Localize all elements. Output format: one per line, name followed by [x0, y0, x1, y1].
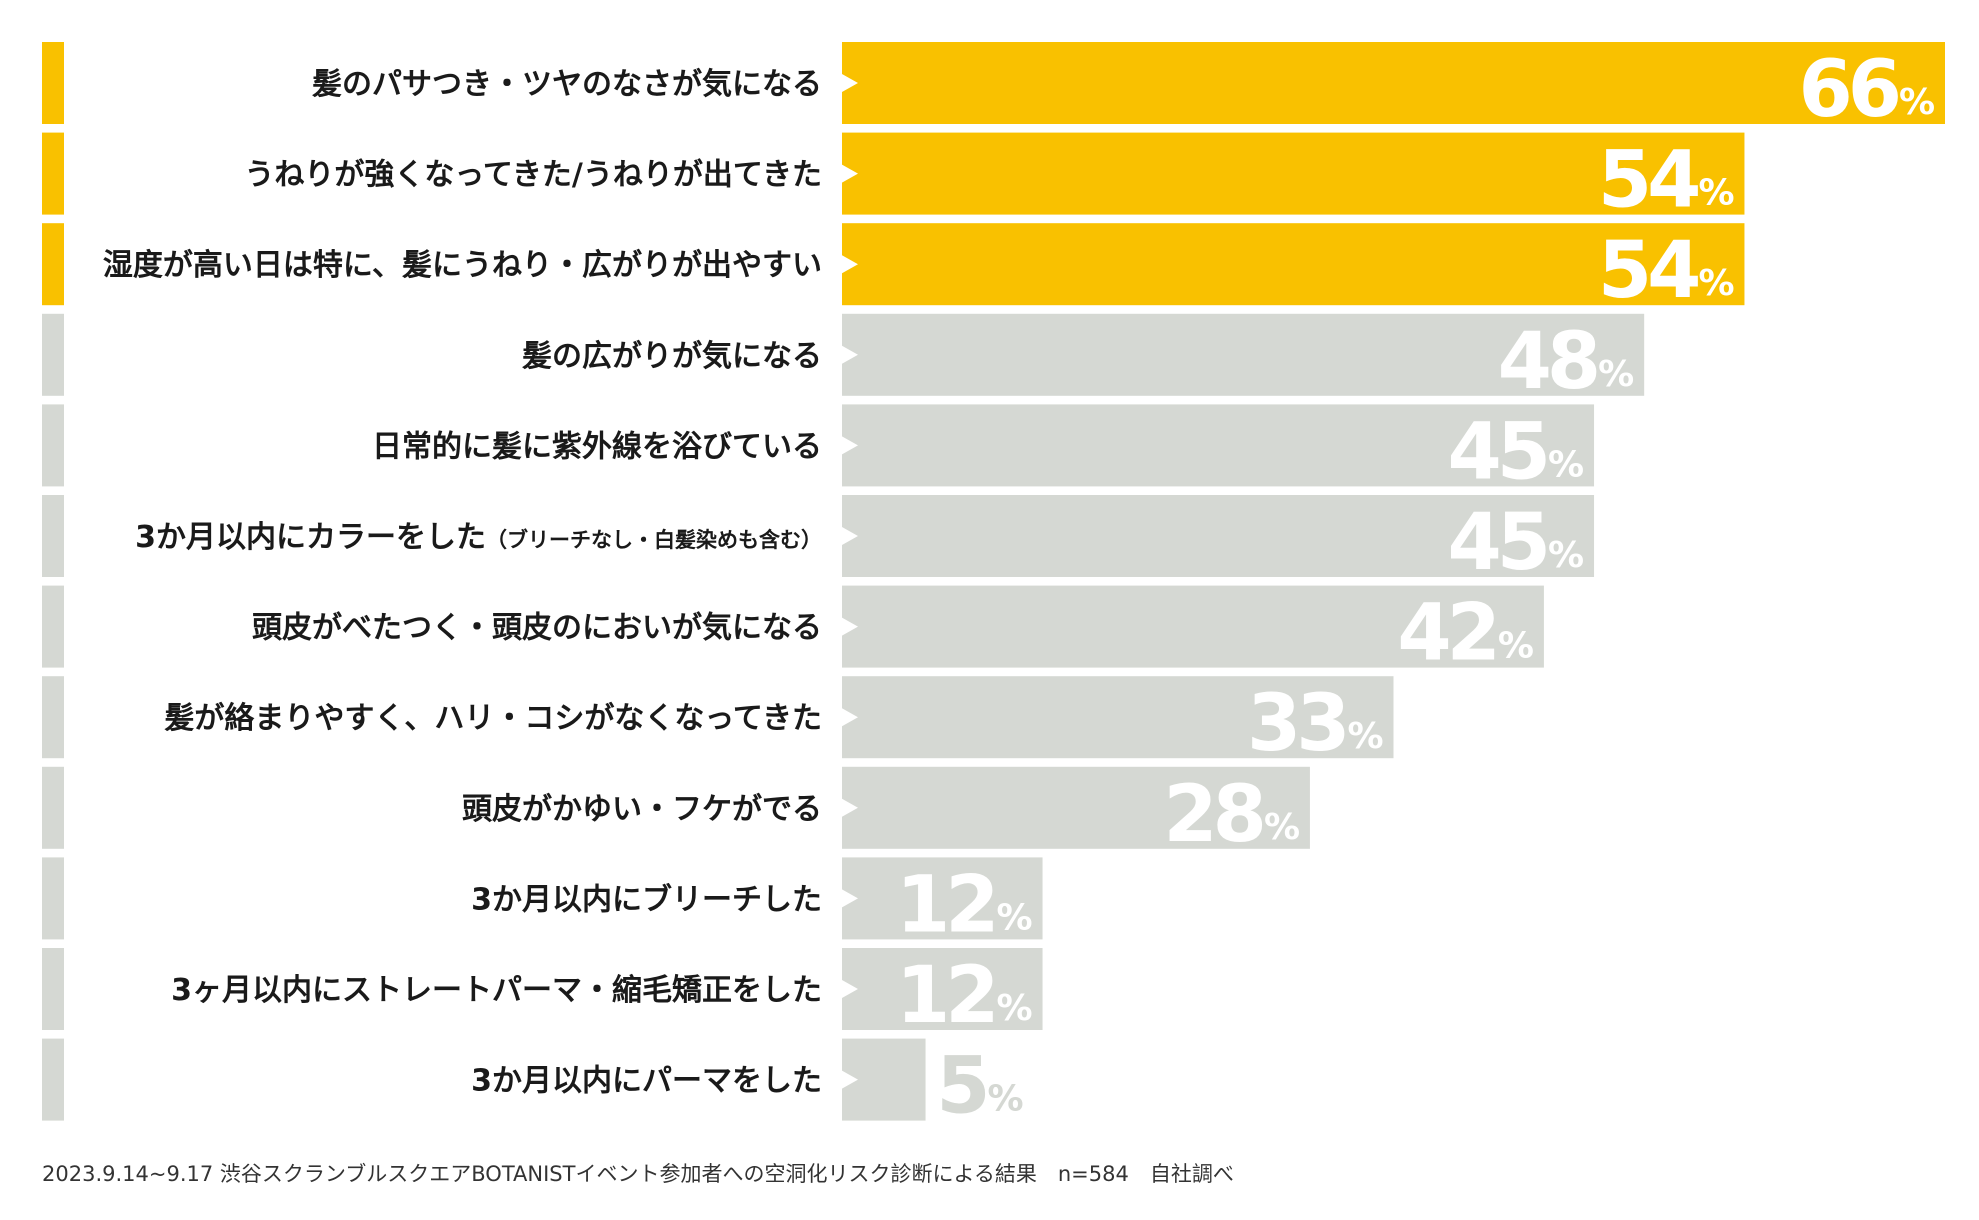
chart-row: 3ヶ月以内にストレートパーマ・縮毛矯正をした 12% [42, 948, 1043, 1041]
bar-pointer-notch [842, 1070, 858, 1089]
value-label: 12 [896, 860, 995, 950]
row-accent-stripe [42, 948, 64, 1030]
value-label: 33 [1247, 679, 1346, 769]
chart-row: 日常的に髪に紫外線を浴びている 45% [42, 404, 1595, 497]
bar [842, 857, 1043, 940]
row-accent-stripe [42, 404, 64, 487]
value-label: 66 [1798, 45, 1898, 135]
category-label: 髪が絡まりやすく、ハリ・コシがなくなってきた [163, 701, 822, 736]
bar-pointer-notch [842, 889, 858, 908]
value-unit-label: % [1348, 716, 1384, 757]
bar-pointer-notch [842, 708, 858, 727]
bar [842, 42, 1945, 124]
category-label: 髪のパサつき・ツヤのなさが気になる [311, 67, 822, 102]
category-label: 3か月以内にブリーチした [471, 882, 822, 917]
chart-row: 3か月以内にブリーチした 12% [42, 857, 1043, 950]
value-label: 48 [1498, 317, 1597, 407]
bar [842, 404, 1595, 487]
bar-pointer-notch [842, 527, 858, 545]
bar [842, 132, 1745, 215]
value-unit-label: % [1698, 263, 1734, 304]
value-label: 45 [1447, 407, 1546, 497]
value-unit-label: % [1899, 82, 1935, 123]
chart-row: 髪の広がりが気になる 48% [42, 313, 1645, 407]
bar-rows: 髪のパサつき・ツヤのなさが気になる 66 %うねりが強くなってきた/うねりが出てきた… [42, 42, 1945, 1132]
row-accent-stripe [42, 42, 64, 124]
row-accent-stripe [42, 766, 64, 849]
value-label: 54 [1598, 136, 1698, 226]
chart-row: 頭皮がかゆい・フケがでる 28% [42, 766, 1310, 860]
bar [842, 223, 1745, 306]
bar [842, 313, 1645, 396]
category-label: 3か月以内にカラーをした（ブリーチなし・白髪染めも含む） [135, 520, 822, 555]
value-label: 42 [1397, 589, 1496, 679]
value-label: 5 [936, 1042, 985, 1132]
category-label: 髪の広がりが気になる [521, 339, 822, 374]
value-unit-label: % [1548, 444, 1584, 485]
row-accent-stripe [42, 132, 64, 215]
value-unit-label: % [1548, 535, 1584, 576]
row-accent-stripe [42, 857, 64, 940]
category-label: 3ヶ月以内にストレートパーマ・縮毛矯正をした [171, 973, 822, 1008]
chart-row: 湿度が高い日は特に、髪にうねり・広がりが出やすい 54% [42, 223, 1745, 316]
category-label: 3か月以内にパーマをした [471, 1064, 822, 1099]
row-accent-stripe [42, 495, 64, 577]
category-label: うねりが強くなってきた/うねりが出てきた [244, 158, 822, 193]
bar [842, 585, 1544, 668]
value-label: 12 [896, 951, 995, 1041]
bar-pointer-notch [842, 980, 858, 998]
value-unit-label: % [1698, 173, 1734, 214]
category-label: 頭皮がべたつく・頭皮のにおいが気になる [252, 611, 822, 646]
value-unit-label: % [1264, 807, 1300, 848]
value-unit-label: % [1498, 626, 1534, 667]
chart-row: 頭皮がべたつく・頭皮のにおいが気になる 42% [42, 585, 1544, 679]
row-accent-stripe [42, 585, 64, 668]
bar-pointer-notch [842, 255, 858, 274]
value-unit-label: % [997, 897, 1033, 938]
row-accent-stripe [42, 676, 64, 759]
bar [842, 495, 1595, 577]
row-accent-stripe [42, 223, 64, 306]
bar-pointer-notch [842, 164, 858, 183]
bar [842, 766, 1310, 849]
value-unit-label: % [988, 1079, 1024, 1120]
value-label: 28 [1163, 770, 1262, 860]
chart-row: うねりが強くなってきた/うねりが出てきた 54% [42, 132, 1745, 226]
bar-pointer-notch [842, 436, 858, 455]
bar [842, 948, 1043, 1030]
chart-row: 3か月以内にパーマをした 5% [42, 1038, 1024, 1132]
bar-pointer-notch [842, 345, 858, 364]
value-label: 54 [1598, 226, 1698, 316]
category-label: 湿度が高い日は特に、髪にうねり・広がりが出やすい [103, 248, 822, 283]
bar [842, 676, 1394, 759]
value-unit-label: % [1598, 354, 1634, 395]
row-accent-stripe [42, 313, 64, 396]
row-accent-stripe [42, 1038, 64, 1121]
category-note: （ブリーチなし・白髪染めも含む） [486, 528, 822, 552]
category-label: 頭皮がかゆい・フケがでる [462, 792, 822, 827]
chart-row: 髪のパサつき・ツヤのなさが気になる 66% [42, 42, 1945, 135]
footnote: 2023.9.14~9.17 渋谷スクランブルスクエアBOTANISTイベント参… [42, 1162, 1234, 1186]
bar-pointer-notch [842, 617, 858, 636]
value-unit-label: % [997, 988, 1033, 1029]
bar-pointer-notch [842, 74, 858, 92]
bar-pointer-notch [842, 798, 858, 817]
value-label: 45 [1447, 498, 1546, 588]
category-label: 日常的に髪に紫外線を浴びている [372, 429, 822, 464]
chart-row: 髪が絡まりやすく、ハリ・コシがなくなってきた 33% [42, 676, 1394, 769]
chart-row: 3か月以内にカラーをした（ブリーチなし・白髪染めも含む） 45% [42, 495, 1595, 588]
